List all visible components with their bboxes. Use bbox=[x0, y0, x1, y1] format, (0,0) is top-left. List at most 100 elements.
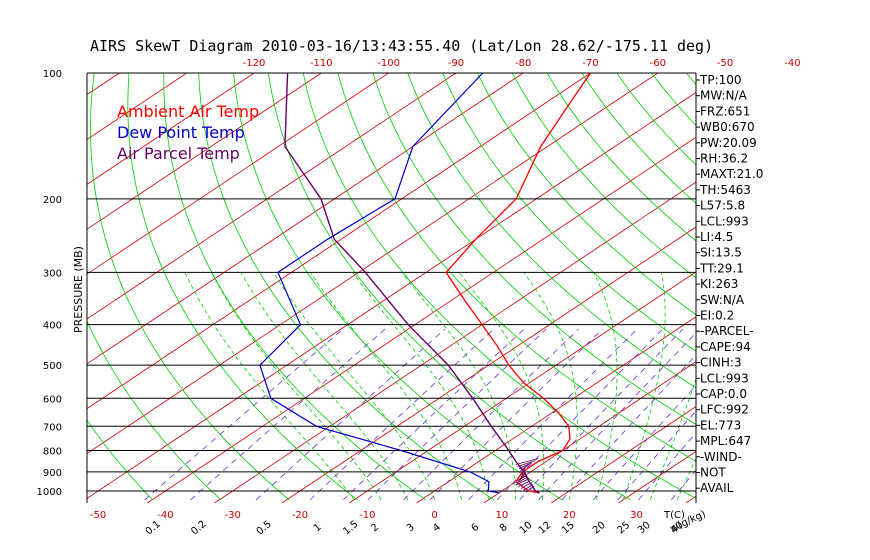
hatch-area-line bbox=[523, 483, 534, 491]
pressure-tick-label: 700 bbox=[43, 422, 62, 433]
index-entry: EI:0.2 bbox=[700, 309, 734, 323]
isotherm-line bbox=[550, 405, 696, 503]
hatch-area-line bbox=[519, 472, 527, 480]
legend-entry: Ambient Air Temp bbox=[117, 102, 259, 121]
hatch-area-line bbox=[520, 482, 532, 489]
mixing-ratio-line bbox=[496, 328, 663, 501]
top-temp-tick-label: -50 bbox=[717, 58, 733, 69]
index-entry: EL:773 bbox=[700, 418, 741, 432]
mixing-ratio-line bbox=[343, 328, 525, 501]
top-temp-tick-label: -70 bbox=[582, 58, 598, 69]
bottom-temp-tick-label: -10 bbox=[359, 510, 375, 521]
bottom-temperature-ticks: -50 -40 -30 -20 -10 0 10 20 30 T(C) bbox=[90, 510, 685, 521]
legend-entry: Dew Point Temp bbox=[117, 123, 245, 142]
index-entry: KI:263 bbox=[700, 277, 738, 291]
y-axis-title: PRESSURE (MB) bbox=[72, 246, 85, 333]
mixing-ratio-tick-label: 0.5 bbox=[255, 519, 274, 538]
hatch-area-line bbox=[515, 478, 530, 486]
isotherm-line bbox=[753, 73, 870, 503]
hatch-area-line bbox=[518, 462, 532, 470]
index-entry: -PARCEL- bbox=[700, 324, 754, 338]
dry-adiabat-line bbox=[337, 73, 696, 462]
hatch-area-line bbox=[517, 460, 536, 468]
isotherm-line bbox=[483, 361, 696, 503]
mixing-ratio-line bbox=[671, 469, 696, 501]
index-entry: MAXT:21.0 bbox=[700, 167, 763, 181]
top-temperature-ticks: -120 -110 -100 -90 -80 -70 -60 -50 -40 bbox=[243, 58, 801, 69]
moist-adiabat-line bbox=[458, 272, 545, 500]
isotherm-line bbox=[820, 73, 870, 503]
mixing-ratio-line bbox=[429, 328, 603, 501]
dewpoint-temp-line bbox=[259, 73, 500, 494]
dry-adiabat-line bbox=[651, 73, 696, 127]
moist-adiabat-line bbox=[352, 272, 489, 500]
dry-adiabat-line bbox=[861, 73, 870, 500]
mixing-ratio-tick-label: 6 bbox=[470, 522, 482, 535]
index-entry: SW:N/A bbox=[700, 293, 745, 307]
mixing-ratio-line bbox=[144, 328, 344, 501]
dry-adiabat-line bbox=[407, 73, 696, 389]
hatch-area-line bbox=[515, 458, 539, 465]
moist-adiabat-line bbox=[622, 272, 666, 501]
index-entry: CAPE:94 bbox=[700, 340, 751, 354]
mixing-ratio-tick-label: 10 bbox=[518, 520, 535, 537]
top-temp-tick-label: -110 bbox=[310, 58, 333, 69]
moist-adiabat-line bbox=[240, 272, 409, 501]
dry-adiabat-line bbox=[267, 73, 631, 501]
index-entry: CAP:0.0 bbox=[700, 387, 747, 401]
mixing-ratio-tick-label: 20 bbox=[591, 520, 608, 537]
mixing-ratio-line bbox=[403, 328, 579, 501]
index-entry: MW:N/A bbox=[700, 89, 748, 103]
index-entry: PW:20.09 bbox=[700, 136, 757, 150]
dry-adiabat-line bbox=[826, 73, 870, 500]
index-entry: SI:13.5 bbox=[700, 246, 742, 260]
dry-adiabat-line bbox=[163, 73, 426, 501]
mixing-ratio-tick-label: 3 bbox=[405, 522, 417, 535]
index-entry: CINH:3 bbox=[700, 356, 742, 370]
temp-unit-label: T(C) bbox=[663, 510, 685, 521]
dry-adiabat-line bbox=[87, 419, 153, 501]
bottom-temp-tick-label: -20 bbox=[292, 510, 308, 521]
moist-adiabat-line bbox=[273, 272, 436, 501]
dry-adiabat-line bbox=[233, 73, 563, 501]
isotherm-line bbox=[147, 136, 696, 503]
pressure-tick-label: 100 bbox=[43, 69, 62, 80]
profile-series bbox=[259, 73, 592, 494]
bottom-temp-tick-label: -50 bbox=[90, 510, 106, 521]
isotherm-line bbox=[214, 181, 696, 503]
index-entry: LFC:992 bbox=[700, 403, 749, 417]
mixing-ratio-line bbox=[561, 354, 696, 501]
index-entry: MPL:647 bbox=[700, 434, 751, 448]
isotherm-line bbox=[87, 91, 696, 499]
chart-title: AIRS SkewT Diagram 2010-03-16/13:43:55.4… bbox=[90, 37, 713, 55]
mixing-ratio-tick-label: 1.5 bbox=[341, 519, 360, 538]
isotherm-line bbox=[87, 73, 389, 275]
moist-adiabat-line bbox=[184, 272, 355, 501]
mixing-ratio-line bbox=[468, 328, 638, 501]
dry-adiabat-line bbox=[87, 320, 222, 501]
index-entry: TH:5463 bbox=[699, 183, 751, 197]
dry-adiabat-line bbox=[90, 73, 290, 501]
bottom-temp-tick-label: 20 bbox=[563, 510, 576, 521]
top-temp-tick-label: -80 bbox=[515, 58, 531, 69]
bottom-temp-tick-label: -40 bbox=[157, 510, 173, 521]
moist-adiabat-line bbox=[401, 272, 516, 500]
index-entry: TT:29.1 bbox=[699, 261, 744, 275]
legend: Ambient Air Temp Dew Point Temp Air Parcel… bbox=[117, 102, 259, 163]
dry-adiabat-line bbox=[791, 73, 870, 500]
pressure-tick-labels: 100 200 300 400 500 600 700 800 900 1000 bbox=[37, 69, 62, 498]
mixing-ratio-tick-label: 15 bbox=[560, 520, 577, 537]
mixing-ratio-tick-label: 25 bbox=[615, 520, 632, 537]
isotherm-line bbox=[87, 73, 255, 185]
moist-adiabat-line bbox=[310, 272, 463, 500]
isotherm-line bbox=[87, 73, 120, 96]
dry-adiabat-line bbox=[198, 73, 495, 501]
isotherm-line bbox=[87, 73, 591, 410]
index-entry: AVAIL bbox=[700, 481, 734, 495]
pressure-tick-label: 600 bbox=[43, 394, 62, 405]
index-entry: NOT bbox=[700, 466, 726, 480]
bottom-temp-tick-label: 30 bbox=[630, 510, 643, 521]
index-entry: L57:5.8 bbox=[700, 199, 745, 213]
